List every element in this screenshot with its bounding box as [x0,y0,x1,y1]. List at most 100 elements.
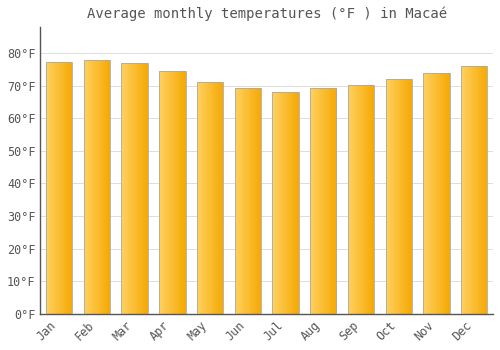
Bar [296,92,297,314]
Bar [316,89,317,314]
Bar [405,79,406,314]
Bar [447,73,448,314]
Bar [275,92,276,314]
Bar [256,89,258,314]
Bar [159,71,160,314]
Bar [486,66,488,314]
Bar [317,89,318,314]
Bar [88,60,89,314]
Bar [184,71,186,314]
Bar [162,71,164,314]
Bar [283,92,284,314]
Bar [440,73,441,314]
Bar [55,62,56,314]
Bar [239,89,240,314]
Bar [274,92,275,314]
Bar [396,79,397,314]
Bar [311,89,312,314]
Bar [106,60,108,314]
Bar [314,89,316,314]
Bar [126,63,128,314]
Bar [197,82,198,314]
Bar [360,85,361,314]
Bar [462,66,464,314]
Bar [472,66,474,314]
Bar [180,71,181,314]
Bar [240,89,241,314]
Bar [426,73,427,314]
Bar [403,79,404,314]
Bar [197,82,224,314]
Bar [276,92,278,314]
Bar [480,66,482,314]
Bar [278,92,280,314]
Bar [324,89,325,314]
Bar [474,66,475,314]
Bar [124,63,125,314]
Bar [370,85,372,314]
Bar [146,63,147,314]
Bar [109,60,110,314]
Bar [95,60,96,314]
Bar [133,63,134,314]
Bar [462,66,463,314]
Bar [246,89,247,314]
Bar [398,79,399,314]
Bar [181,71,182,314]
Bar [176,71,177,314]
Bar [122,63,124,314]
Bar [402,79,403,314]
Bar [67,62,68,314]
Bar [310,89,311,314]
Bar [234,89,261,314]
Bar [386,79,412,314]
Bar [331,89,332,314]
Bar [84,60,86,314]
Bar [272,92,299,314]
Bar [48,62,50,314]
Bar [448,73,449,314]
Bar [255,89,256,314]
Bar [370,85,371,314]
Bar [52,62,53,314]
Bar [253,89,254,314]
Bar [60,62,61,314]
Bar [216,82,217,314]
Bar [202,82,203,314]
Bar [206,82,208,314]
Bar [252,89,253,314]
Bar [208,82,210,314]
Bar [330,89,332,314]
Bar [394,79,396,314]
Bar [290,92,291,314]
Bar [164,71,166,314]
Bar [427,73,428,314]
Bar [485,66,486,314]
Bar [348,85,350,314]
Bar [367,85,368,314]
Bar [125,63,126,314]
Bar [441,73,442,314]
Bar [284,92,286,314]
Bar [425,73,426,314]
Bar [483,66,484,314]
Bar [132,63,133,314]
Bar [298,92,299,314]
Bar [250,89,252,314]
Bar [312,89,314,314]
Bar [217,82,218,314]
Bar [469,66,470,314]
Bar [280,92,281,314]
Bar [244,89,246,314]
Bar [90,60,92,314]
Bar [172,71,174,314]
Bar [359,85,360,314]
Bar [438,73,439,314]
Bar [105,60,106,314]
Bar [439,73,440,314]
Bar [126,63,127,314]
Bar [281,92,282,314]
Bar [390,79,391,314]
Bar [210,82,211,314]
Bar [211,82,212,314]
